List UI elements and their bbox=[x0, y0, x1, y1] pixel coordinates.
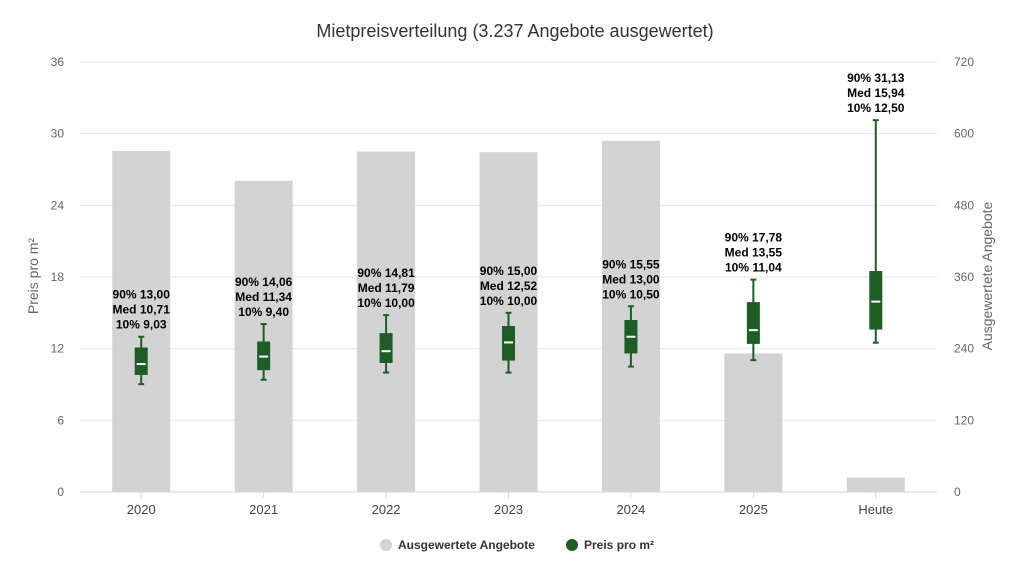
box-annotation-line: 10% 11,04 bbox=[725, 261, 782, 275]
box-body bbox=[379, 333, 393, 363]
left-tick-label: 36 bbox=[51, 55, 65, 69]
box-annotation-line: 90% 14,81 bbox=[357, 266, 415, 280]
price-box[interactable] bbox=[379, 314, 393, 374]
box-body bbox=[746, 302, 760, 344]
legend-item-offers[interactable]: Ausgewertete Angebote bbox=[380, 538, 535, 552]
box-annotation-line: Med 11,79 bbox=[358, 281, 415, 295]
right-y-axis: 0 120 240 360 480 600 720 bbox=[954, 55, 974, 499]
price-box[interactable] bbox=[134, 335, 148, 386]
price-box[interactable] bbox=[746, 278, 760, 362]
price-box[interactable] bbox=[257, 323, 271, 381]
right-axis-label: Ausgewertete Angebote bbox=[979, 201, 995, 350]
left-tick-label: 0 bbox=[57, 485, 64, 499]
box-annotation-line: Med 11,34 bbox=[235, 290, 292, 304]
legend: Ausgewertete Angebote Preis pro m² bbox=[380, 538, 654, 552]
right-tick-label: 480 bbox=[954, 198, 974, 212]
box-annotation-line: Med 13,00 bbox=[602, 272, 660, 286]
box-annotation-line: 10% 9,40 bbox=[238, 305, 289, 319]
right-tick-label: 120 bbox=[954, 413, 974, 427]
x-tick-label: 2020 bbox=[127, 502, 156, 517]
offer-bar[interactable] bbox=[724, 353, 783, 492]
right-tick-label: 600 bbox=[954, 127, 974, 141]
box-annotation-line: Med 15,94 bbox=[847, 86, 905, 100]
legend-marker-offers bbox=[380, 539, 392, 551]
box-annotation-line: 90% 17,78 bbox=[725, 231, 783, 245]
box-annotation-line: Med 10,71 bbox=[113, 303, 171, 317]
box-annotation-line: Med 13,55 bbox=[725, 246, 783, 260]
price-box[interactable] bbox=[502, 311, 515, 374]
legend-marker-price bbox=[566, 539, 578, 551]
right-tick-label: 360 bbox=[954, 270, 974, 284]
offer-bar[interactable] bbox=[112, 150, 171, 492]
x-tick-label: Heute bbox=[858, 502, 893, 517]
offer-bar[interactable] bbox=[846, 477, 905, 492]
x-tick-label: 2024 bbox=[616, 502, 645, 517]
box-annotation-line: 90% 15,00 bbox=[480, 264, 538, 278]
chart-title: Mietpreisverteilung (3.237 Angebote ausg… bbox=[316, 21, 713, 41]
box-annotation-line: 10% 12,50 bbox=[847, 101, 905, 115]
legend-label-offers: Ausgewertete Angebote bbox=[398, 538, 535, 552]
x-tick-label: 2022 bbox=[372, 502, 401, 517]
left-tick-label: 18 bbox=[51, 270, 65, 284]
box-body bbox=[134, 347, 148, 375]
price-box[interactable] bbox=[624, 305, 638, 368]
box-body bbox=[869, 271, 883, 330]
box-annotation-line: 90% 14,06 bbox=[235, 275, 293, 289]
box-annotation-line: 90% 13,00 bbox=[113, 288, 171, 302]
left-axis-label: Preis pro m² bbox=[25, 238, 41, 315]
left-tick-label: 30 bbox=[51, 127, 65, 141]
box-annotation-line: 90% 31,13 bbox=[847, 71, 905, 85]
right-tick-label: 240 bbox=[954, 342, 974, 356]
left-tick-label: 24 bbox=[51, 198, 65, 212]
legend-label-price: Preis pro m² bbox=[584, 538, 654, 552]
x-tick-label: 2025 bbox=[739, 502, 768, 517]
box-annotation-line: 10% 10,00 bbox=[480, 294, 538, 308]
box-annotation-line: 10% 10,00 bbox=[357, 296, 415, 310]
left-tick-label: 12 bbox=[51, 342, 65, 356]
box-annotation-line: 90% 15,55 bbox=[602, 257, 660, 271]
right-tick-label: 720 bbox=[954, 55, 974, 69]
x-axis: 2020 2021 2022 2023 2024 2025 Heute bbox=[80, 491, 937, 517]
x-tick-label: 2021 bbox=[249, 502, 278, 517]
box-annotation-line: 10% 9,03 bbox=[116, 318, 167, 332]
price-boxplots bbox=[134, 119, 883, 386]
left-y-axis: 0 6 12 18 24 30 36 bbox=[51, 55, 65, 499]
right-tick-label: 0 bbox=[954, 485, 961, 499]
left-tick-label: 6 bbox=[57, 413, 64, 427]
legend-item-price[interactable]: Preis pro m² bbox=[566, 538, 654, 552]
box-annotation-line: 10% 10,50 bbox=[602, 287, 660, 301]
box-annotation-line: Med 12,52 bbox=[480, 279, 538, 293]
x-tick-label: 2023 bbox=[494, 502, 523, 517]
price-box[interactable] bbox=[869, 119, 883, 344]
